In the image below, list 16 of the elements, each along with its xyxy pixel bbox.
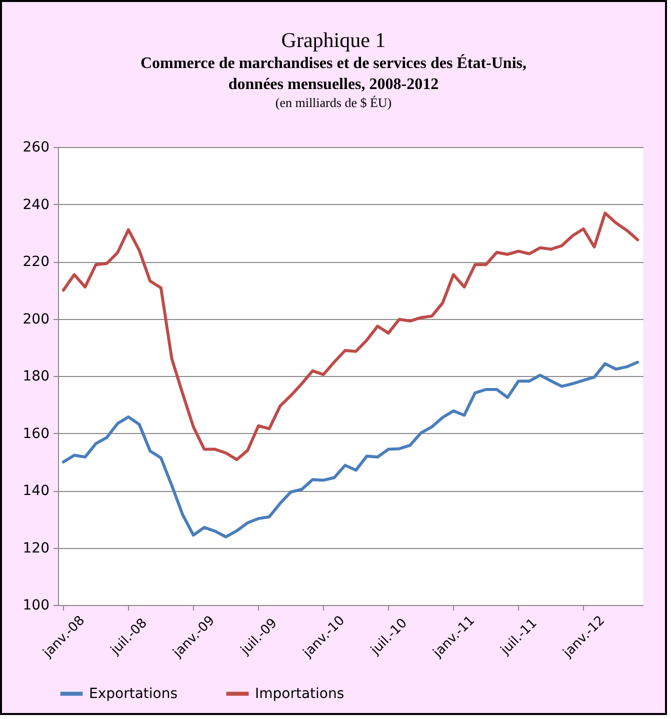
- y-tick-label: 140: [22, 483, 50, 499]
- y-tick-label: 120: [22, 540, 50, 556]
- y-tick-label: 100: [22, 598, 50, 614]
- y-tick-label: 180: [22, 368, 50, 384]
- legend-label: Exportations: [89, 686, 178, 702]
- y-tick-label: 240: [22, 196, 50, 213]
- line-series: [62, 212, 640, 462]
- y-tick-label: 200: [22, 311, 50, 328]
- y-tick-label: 220: [22, 254, 50, 270]
- line-series: [62, 360, 640, 538]
- chart-subtitle: Commerce de marchandises et de services des État-Unis, données mensuelles, 2008-2012: [139, 53, 528, 95]
- y-tick-label: 260: [22, 140, 50, 156]
- y-tick-label: 160: [22, 426, 50, 442]
- text: (en milliards de $ ÉU): [274, 95, 393, 111]
- legend-label: Importations: [255, 686, 344, 702]
- chart-title: Graphique 1: [280, 28, 387, 53]
